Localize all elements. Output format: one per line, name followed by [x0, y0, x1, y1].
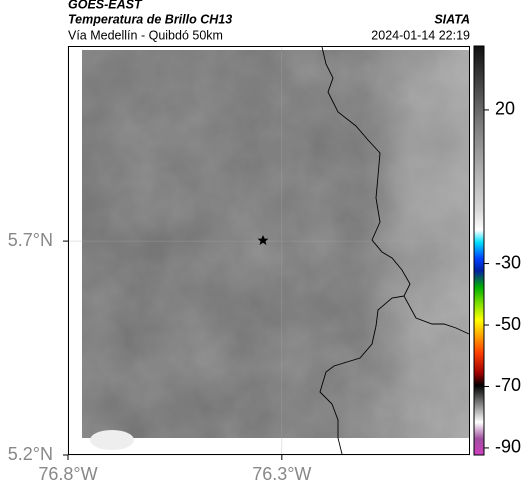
location: Vía Medellín - Quibdó 50km — [68, 28, 223, 42]
colorbar-tick-label: -50 — [495, 314, 521, 334]
colorbar-tick-label: -70 — [495, 375, 521, 395]
datetime: 2024-01-14 22:19 — [371, 28, 470, 42]
colorbar-tick-label: -30 — [495, 252, 521, 272]
map-frame — [68, 46, 470, 455]
cloud-shade — [82, 50, 469, 438]
lat-tick-label: 5.7°N — [8, 230, 53, 250]
title: GOES-EAST — [68, 0, 143, 11]
colorbar — [473, 45, 485, 456]
colorbar-gradient — [473, 45, 485, 456]
subtitle: Temperatura de Brillo CH13 — [68, 12, 232, 26]
header: GOES-EAST Temperatura de Brillo CH13 Vía… — [68, 0, 470, 42]
border-line — [319, 46, 470, 455]
source: SIATA — [434, 12, 470, 26]
location-marker — [257, 235, 269, 245]
lat-tick-label: 5.2°N — [8, 444, 53, 464]
colorbar-tick-label: -90 — [495, 437, 521, 457]
colorbar-tick-label: 20 — [495, 99, 515, 119]
lon-tick-label: 76.3°W — [252, 464, 311, 484]
map — [67, 46, 470, 456]
cloud-patch — [90, 430, 134, 450]
lon-tick-label: 76.8°W — [38, 464, 97, 484]
